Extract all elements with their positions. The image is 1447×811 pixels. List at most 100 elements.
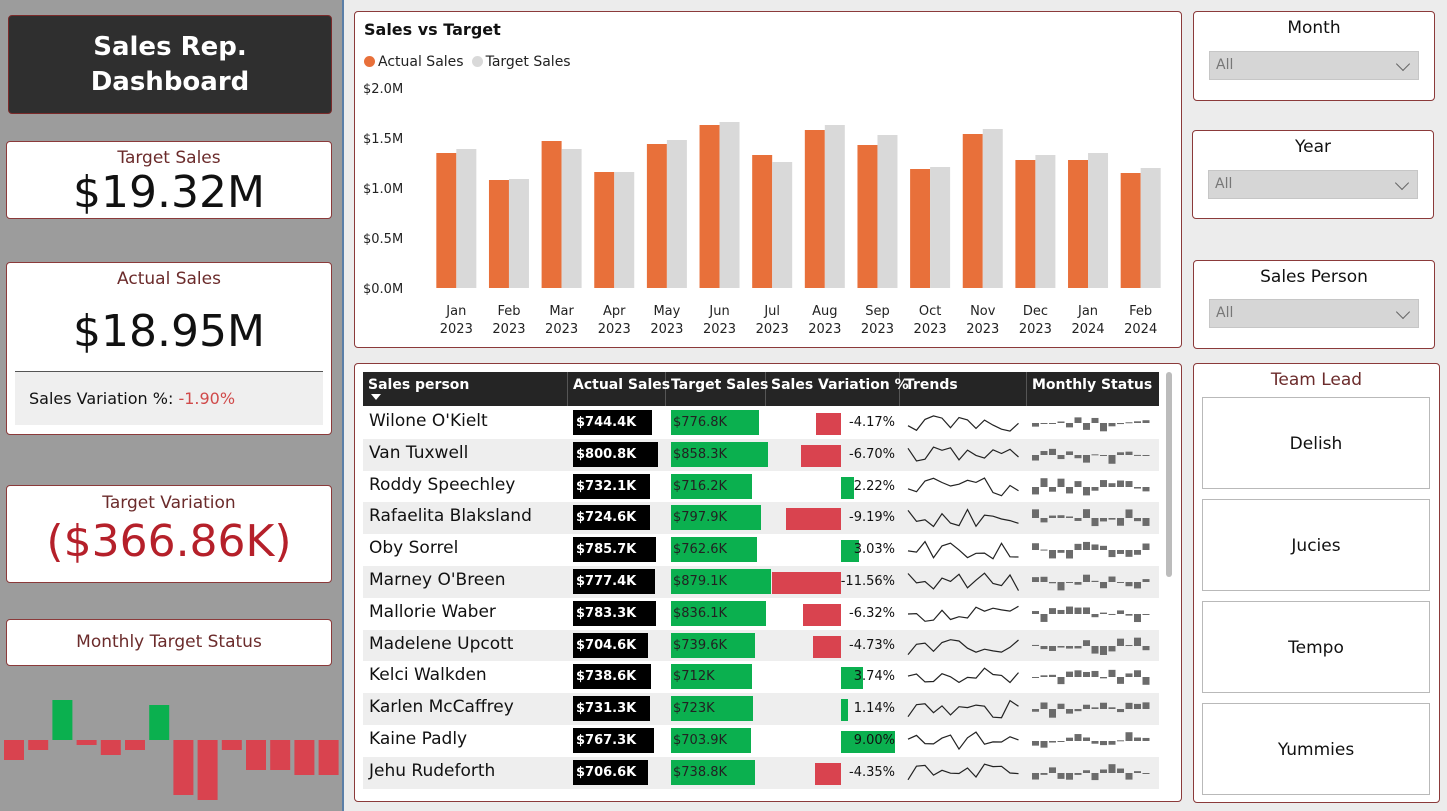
monthly-status-mini-bar bbox=[1032, 610, 1039, 614]
team-lead-slicer: Team Lead Delish Jucies Tempo Yummies bbox=[1193, 363, 1440, 803]
actual-sales-bar[interactable] bbox=[1068, 160, 1089, 288]
monthly-status-bar bbox=[318, 740, 339, 775]
header-monthly-status[interactable]: Monthly Status bbox=[1032, 377, 1153, 393]
month-dropdown[interactable]: All bbox=[1209, 51, 1419, 80]
table-row[interactable]: Mallorie Waber $783.3K $836.1K -6.32% bbox=[363, 598, 1159, 630]
target-sales-bar[interactable] bbox=[1035, 155, 1056, 288]
team-lead-option-tempo[interactable]: Tempo bbox=[1202, 601, 1430, 693]
header-sales-person[interactable]: Sales person bbox=[363, 372, 568, 406]
team-lead-option-delish[interactable]: Delish bbox=[1202, 397, 1430, 489]
sales-person-dropdown[interactable]: All bbox=[1209, 299, 1419, 328]
monthly-status-mini-bar bbox=[1066, 672, 1073, 678]
team-lead-option-jucies[interactable]: Jucies bbox=[1202, 499, 1430, 591]
actual-sales-bar[interactable] bbox=[1120, 173, 1141, 288]
monthly-status-mini-bar bbox=[1066, 582, 1073, 583]
main-area: Sales vs Target Actual Sales Target Sale… bbox=[344, 0, 1447, 811]
actual-sales-bar[interactable] bbox=[488, 180, 509, 288]
header-target-sales[interactable]: Target Sales bbox=[666, 372, 768, 406]
actual-sales-bar[interactable] bbox=[699, 125, 720, 288]
actual-sales-bar[interactable] bbox=[1015, 160, 1036, 288]
table-row[interactable]: Jehu Rudeforth $706.6K $738.8K -4.35% bbox=[363, 756, 1159, 789]
monthly-status-mini-bar bbox=[1091, 454, 1099, 456]
actual-sales-bar[interactable] bbox=[541, 141, 562, 288]
table-row[interactable]: Roddy Speechley $732.1K $716.2K 2.22% bbox=[363, 471, 1159, 503]
table-row[interactable]: Van Tuxwell $800.8K $858.3K -6.70% bbox=[363, 438, 1159, 471]
table-row[interactable]: Marney O'Breen $777.4K $879.1K -11.56% bbox=[363, 566, 1159, 598]
y-tick-label: $0.0M bbox=[363, 282, 403, 297]
table-row[interactable]: Kelci Walkden $738.6K $712K 3.74% bbox=[363, 661, 1159, 693]
year-dropdown[interactable]: All bbox=[1208, 170, 1418, 199]
monthly-status-mini-bar bbox=[1083, 639, 1090, 646]
actual-sales-bar[interactable] bbox=[804, 130, 825, 288]
target-sales-bar[interactable] bbox=[982, 129, 1003, 288]
monthly-status-mini-bar bbox=[1091, 518, 1099, 527]
monthly-status-mini-bar bbox=[1117, 423, 1124, 425]
monthly-status-mini-bar bbox=[1091, 741, 1099, 744]
monthly-status-mini-bar bbox=[1134, 670, 1141, 678]
header-actual-sales[interactable]: Actual Sales bbox=[568, 372, 670, 406]
target-sales-bar[interactable] bbox=[1088, 153, 1109, 288]
x-tick-label: Feb bbox=[1129, 304, 1152, 319]
monthly-target-status-card: Monthly Target Status bbox=[6, 619, 332, 666]
x-tick-label: 2023 bbox=[703, 322, 736, 337]
actual-sales-cell: $704.6K bbox=[573, 632, 648, 658]
actual-sales-bar[interactable] bbox=[962, 134, 983, 288]
actual-sales-bar[interactable] bbox=[857, 145, 878, 288]
monthly-status-mini-bar bbox=[1100, 546, 1107, 551]
sales-bar-chart: $2.0M $1.5M $1.0M $0.5M $0.0M Jan 2023 Feb 2023 M… bbox=[363, 82, 1161, 337]
actual-sales-bar[interactable] bbox=[436, 153, 457, 288]
sales-person-name: Marney O'Breen bbox=[369, 570, 506, 590]
target-sales-bar[interactable] bbox=[877, 135, 898, 288]
actual-sales-bar[interactable] bbox=[646, 144, 667, 288]
monthly-status-mini-bar bbox=[1074, 709, 1082, 712]
target-sales-bar[interactable] bbox=[930, 167, 951, 288]
monthly-status-mini-chart bbox=[1032, 574, 1150, 591]
x-tick-label: May bbox=[653, 304, 680, 319]
team-lead-option-yummies[interactable]: Yummies bbox=[1202, 703, 1430, 795]
actual-sales-bar[interactable] bbox=[910, 169, 931, 288]
trend-sparkline bbox=[907, 667, 1019, 684]
sales-person-name: Mallorie Waber bbox=[369, 601, 496, 622]
header-sales-variation[interactable]: Sales Variation % bbox=[766, 372, 909, 406]
target-sales-bar[interactable] bbox=[508, 179, 529, 288]
header-trends[interactable]: Trends bbox=[900, 372, 1027, 406]
table-row[interactable]: Karlen McCaffrey $731.3K $723K 1.14% bbox=[363, 693, 1159, 725]
target-sales-bar[interactable] bbox=[666, 140, 687, 288]
monthly-status-mini-bar bbox=[1066, 550, 1073, 559]
target-sales-cell: $738.8K bbox=[671, 759, 755, 785]
target-variation-card: Target Variation ($366.86K) bbox=[6, 485, 332, 583]
actual-sales-bar[interactable] bbox=[594, 172, 615, 288]
table-row[interactable]: Rafaelita Blaksland $724.6K $797.9K -9.19% bbox=[363, 502, 1159, 535]
table-row[interactable]: Wilone O'Kielt $744.4K $776.8K -4.17% bbox=[363, 407, 1159, 439]
monthly-target-status-label: Monthly Target Status bbox=[76, 632, 262, 652]
target-sales-bar[interactable] bbox=[1140, 168, 1161, 288]
actual-sales-cell: $732.1K bbox=[573, 473, 650, 499]
target-sales-bar[interactable] bbox=[614, 172, 635, 288]
target-sales-cell: $723K bbox=[671, 696, 753, 722]
monthly-status-mini-bar bbox=[1108, 613, 1116, 615]
target-sales-bar[interactable] bbox=[456, 149, 477, 288]
variation-bar bbox=[841, 731, 895, 753]
monthly-status-mini-bar bbox=[1083, 607, 1090, 614]
table-row[interactable]: Oby Sorrel $785.7K $762.6K 3.03% bbox=[363, 534, 1159, 566]
table-scrollbar[interactable] bbox=[1166, 372, 1172, 577]
sort-desc-icon[interactable] bbox=[371, 394, 381, 400]
monthly-status-mini-bar bbox=[1125, 644, 1133, 646]
x-tick-label: Jun bbox=[708, 304, 729, 319]
target-sales-bar[interactable] bbox=[772, 162, 793, 288]
target-sales-bar[interactable] bbox=[824, 125, 845, 288]
monthly-status-mini-bar bbox=[1125, 673, 1133, 678]
monthly-status-mini-bar bbox=[1108, 423, 1116, 427]
legend-actual[interactable]: Actual Sales bbox=[364, 54, 464, 70]
monthly-status-mini-chart bbox=[1032, 763, 1150, 780]
sales-person-name: Jehu Rudeforth bbox=[369, 760, 496, 781]
table-row[interactable]: Kaine Padly $767.3K $703.9K 9.00% bbox=[363, 725, 1159, 757]
monthly-status-mini-bar bbox=[1142, 454, 1150, 456]
target-sales-bar[interactable] bbox=[561, 149, 582, 288]
actual-sales-value: $18.95M bbox=[73, 306, 265, 357]
actual-sales-bar[interactable] bbox=[752, 155, 773, 288]
monthly-status-mini-chart bbox=[1032, 542, 1150, 559]
target-sales-bar[interactable] bbox=[719, 122, 740, 288]
legend-target[interactable]: Target Sales bbox=[471, 54, 571, 70]
table-row[interactable]: Madelene Upcott $704.6K $739.6K -4.73% bbox=[363, 629, 1159, 662]
